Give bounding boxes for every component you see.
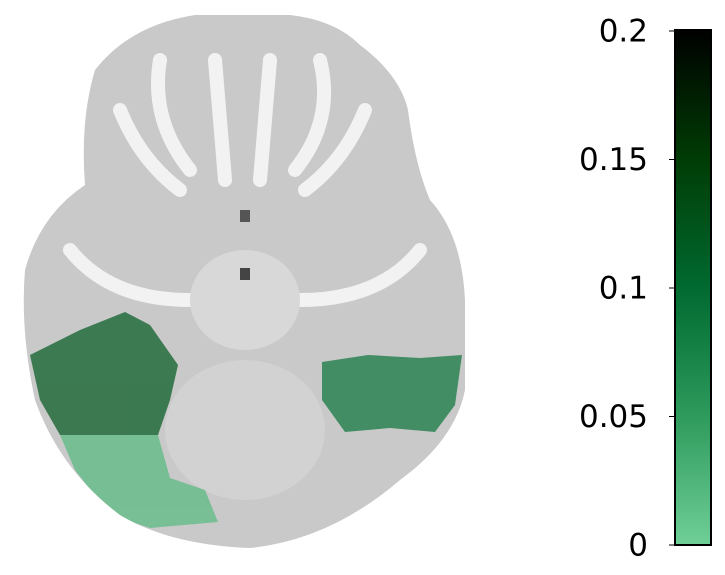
- colorbar-tick-label: 0.2: [599, 14, 648, 50]
- ventricle: [240, 210, 250, 222]
- overlay: [30, 312, 462, 528]
- brainstem: [190, 250, 300, 350]
- cerebellum: [165, 360, 325, 500]
- colorbar: [674, 29, 712, 546]
- region: [322, 355, 462, 432]
- ventricle: [240, 268, 250, 280]
- brain-slice: [23, 15, 465, 548]
- region: [60, 435, 218, 528]
- colorbar-tick-label: 0.15: [579, 142, 648, 178]
- colorbar-tick-label: 0.05: [579, 399, 648, 435]
- colorbar-tick-label: 0: [628, 528, 648, 564]
- colorbar-tick-label: 0.1: [599, 271, 648, 307]
- region: [30, 312, 178, 435]
- white-matter: [63, 53, 427, 307]
